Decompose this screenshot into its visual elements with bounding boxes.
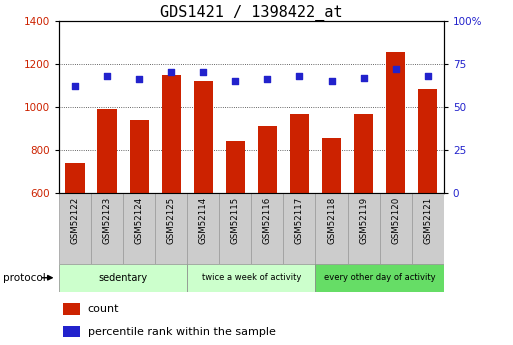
Point <box>424 73 432 79</box>
Text: GSM52118: GSM52118 <box>327 197 336 244</box>
Bar <box>187 193 220 264</box>
Point <box>360 75 368 80</box>
Bar <box>322 138 341 193</box>
Bar <box>63 304 80 315</box>
Point <box>199 70 207 75</box>
Text: GSM52121: GSM52121 <box>423 197 432 244</box>
Bar <box>411 193 444 264</box>
Point <box>231 78 240 84</box>
Bar <box>418 89 437 193</box>
Point <box>103 73 111 79</box>
Bar <box>315 264 444 292</box>
Point <box>167 70 175 75</box>
Bar <box>97 109 116 193</box>
Point <box>327 78 336 84</box>
Point <box>295 73 304 79</box>
Bar <box>59 193 91 264</box>
Text: GSM52117: GSM52117 <box>295 197 304 244</box>
Text: GSM52123: GSM52123 <box>103 197 112 244</box>
Text: protocol: protocol <box>3 273 45 283</box>
Bar <box>386 52 405 193</box>
Text: GSM52125: GSM52125 <box>167 197 176 244</box>
Text: GSM52119: GSM52119 <box>359 197 368 244</box>
Point <box>263 77 271 82</box>
Bar <box>226 141 245 193</box>
Bar <box>283 193 315 264</box>
Bar <box>59 264 187 292</box>
Bar <box>251 193 283 264</box>
Bar <box>123 193 155 264</box>
Bar <box>220 193 251 264</box>
Bar <box>129 120 149 193</box>
Text: twice a week of activity: twice a week of activity <box>202 273 301 282</box>
Bar <box>66 163 85 193</box>
Bar <box>91 193 123 264</box>
Point <box>135 77 143 82</box>
Text: GSM52116: GSM52116 <box>263 197 272 244</box>
Text: every other day of activity: every other day of activity <box>324 273 436 282</box>
Bar <box>354 115 373 193</box>
Text: count: count <box>88 304 120 314</box>
Text: percentile rank within the sample: percentile rank within the sample <box>88 327 275 337</box>
Bar <box>194 81 213 193</box>
Bar <box>290 115 309 193</box>
Text: GSM52122: GSM52122 <box>70 197 80 244</box>
Bar <box>162 75 181 193</box>
Point <box>71 83 79 89</box>
Bar <box>187 264 315 292</box>
Text: GSM52120: GSM52120 <box>391 197 400 244</box>
Bar <box>380 193 411 264</box>
Title: GDS1421 / 1398422_at: GDS1421 / 1398422_at <box>160 4 343 21</box>
Bar <box>315 193 348 264</box>
Bar <box>63 326 80 337</box>
Text: GSM52115: GSM52115 <box>231 197 240 244</box>
Point <box>391 66 400 72</box>
Text: GSM52124: GSM52124 <box>134 197 144 244</box>
Bar <box>348 193 380 264</box>
Bar <box>258 126 277 193</box>
Text: GSM52114: GSM52114 <box>199 197 208 244</box>
Text: sedentary: sedentary <box>98 273 148 283</box>
Bar <box>155 193 187 264</box>
